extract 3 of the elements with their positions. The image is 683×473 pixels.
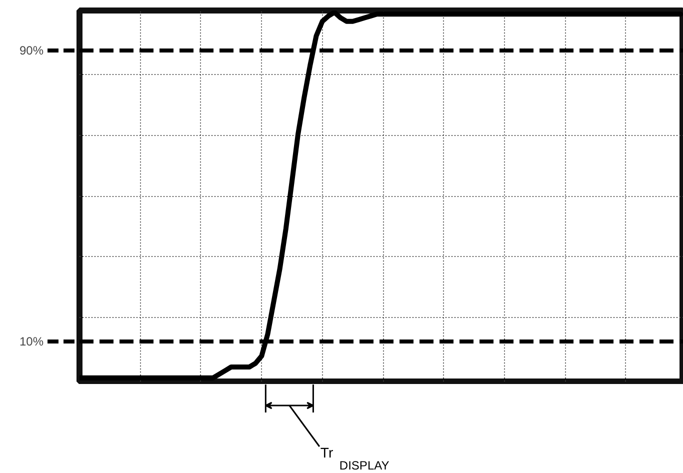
y-tick-label: 10% (19, 334, 44, 348)
text: TrDISPLAY (320, 444, 390, 472)
y-tick-label: 90% (19, 44, 44, 58)
